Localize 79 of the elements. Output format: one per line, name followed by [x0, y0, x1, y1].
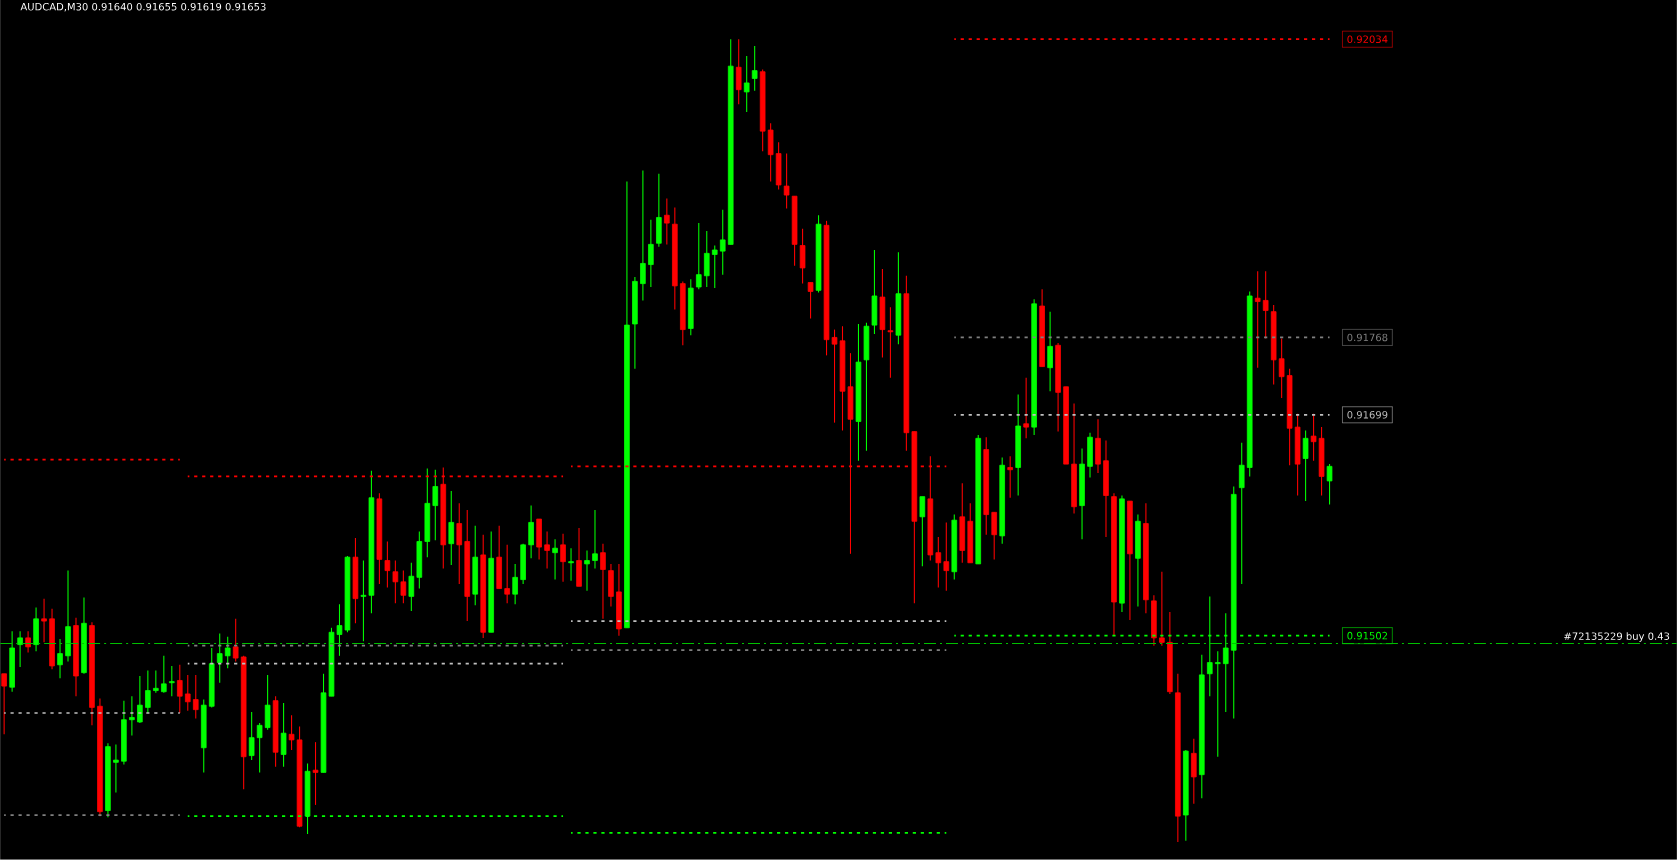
- candlestick: [456, 502, 463, 585]
- candlestick: [943, 521, 950, 592]
- candlestick: [1007, 455, 1013, 499]
- candlestick: [560, 533, 566, 583]
- candlestick: [392, 560, 399, 604]
- candlestick: [504, 544, 510, 604]
- candlestick: [41, 598, 47, 643]
- candlestick: [169, 665, 175, 697]
- candlestick: [448, 490, 455, 566]
- candlestick: [400, 570, 407, 604]
- y-tick-label: 0.91502: [1347, 631, 1388, 640]
- candlestick: [544, 530, 550, 569]
- y-tick-label: 0.91768: [1347, 333, 1388, 342]
- candlestick: [184, 674, 191, 712]
- candlestick: [991, 511, 997, 561]
- candlestick: [600, 543, 606, 620]
- candlestick: [224, 636, 231, 669]
- candlestick: [312, 741, 319, 806]
- candlestick: [248, 711, 255, 761]
- candlestick: [288, 714, 295, 751]
- candlestick: [232, 618, 239, 663]
- candlestick: [216, 632, 223, 684]
- candlestick: [256, 722, 263, 774]
- candlestick: [664, 197, 670, 245]
- candlestick: [935, 536, 942, 589]
- candlestick: [153, 669, 159, 694]
- candlestick: [695, 222, 702, 290]
- candlestick: [280, 702, 287, 768]
- candlestick: [799, 228, 806, 285]
- ref-line-label: #72135229 buy 0.43: [1564, 632, 1670, 642]
- candlestick: [783, 153, 790, 210]
- candlestick: [1, 673, 7, 735]
- y-tick-label: 0.92034: [1347, 35, 1388, 44]
- candlestick: [887, 306, 894, 379]
- candlestick: [161, 655, 167, 694]
- candlestick: [512, 563, 518, 605]
- chart-title: AUDCAD,M30 0.91640 0.91655 0.91619 0.91653: [20, 2, 266, 12]
- candlestick: [1047, 311, 1053, 392]
- candlestick: [743, 55, 750, 113]
- candlestick: [648, 219, 654, 288]
- candlestick: [25, 630, 31, 654]
- candlestick: [264, 674, 271, 731]
- y-tick-label: 0.91699: [1347, 411, 1388, 419]
- candlestick: [1159, 571, 1165, 647]
- candlestick: [807, 282, 814, 319]
- candlestick: [17, 630, 23, 668]
- candlestick: [1278, 338, 1285, 399]
- candlestick: [192, 674, 199, 720]
- candlestick: [360, 560, 367, 642]
- candlestick: [129, 695, 135, 737]
- candlestick: [57, 638, 63, 679]
- candlestick: [751, 45, 758, 92]
- candlestick: [568, 547, 574, 582]
- candlestick: [384, 540, 391, 589]
- candlestick: [1191, 738, 1197, 805]
- candlestick: [719, 209, 726, 276]
- candlestick: [432, 469, 439, 541]
- candlestick: [1310, 413, 1317, 462]
- candlestick: [584, 549, 590, 592]
- candlestick: [1326, 463, 1333, 506]
- candlestick: [1214, 650, 1221, 758]
- candlestick: [145, 669, 151, 714]
- candlestick: [1023, 377, 1029, 439]
- candlestick: [1238, 442, 1245, 585]
- candlestick: [408, 562, 415, 612]
- candlestick: [1254, 270, 1261, 369]
- candlestick: [1302, 430, 1309, 502]
- candlestick: [711, 245, 718, 289]
- candlestick: [113, 743, 119, 794]
- candlestick: [137, 675, 143, 724]
- candlestick: [703, 230, 710, 288]
- candlestick: [919, 496, 926, 567]
- candlestick: [1262, 270, 1269, 340]
- candlestick: [592, 509, 598, 569]
- candlestick: [640, 169, 646, 302]
- candlestick: [552, 538, 558, 581]
- candlestick: [735, 38, 742, 105]
- candlestick: [528, 505, 534, 559]
- candlestick: [177, 664, 183, 714]
